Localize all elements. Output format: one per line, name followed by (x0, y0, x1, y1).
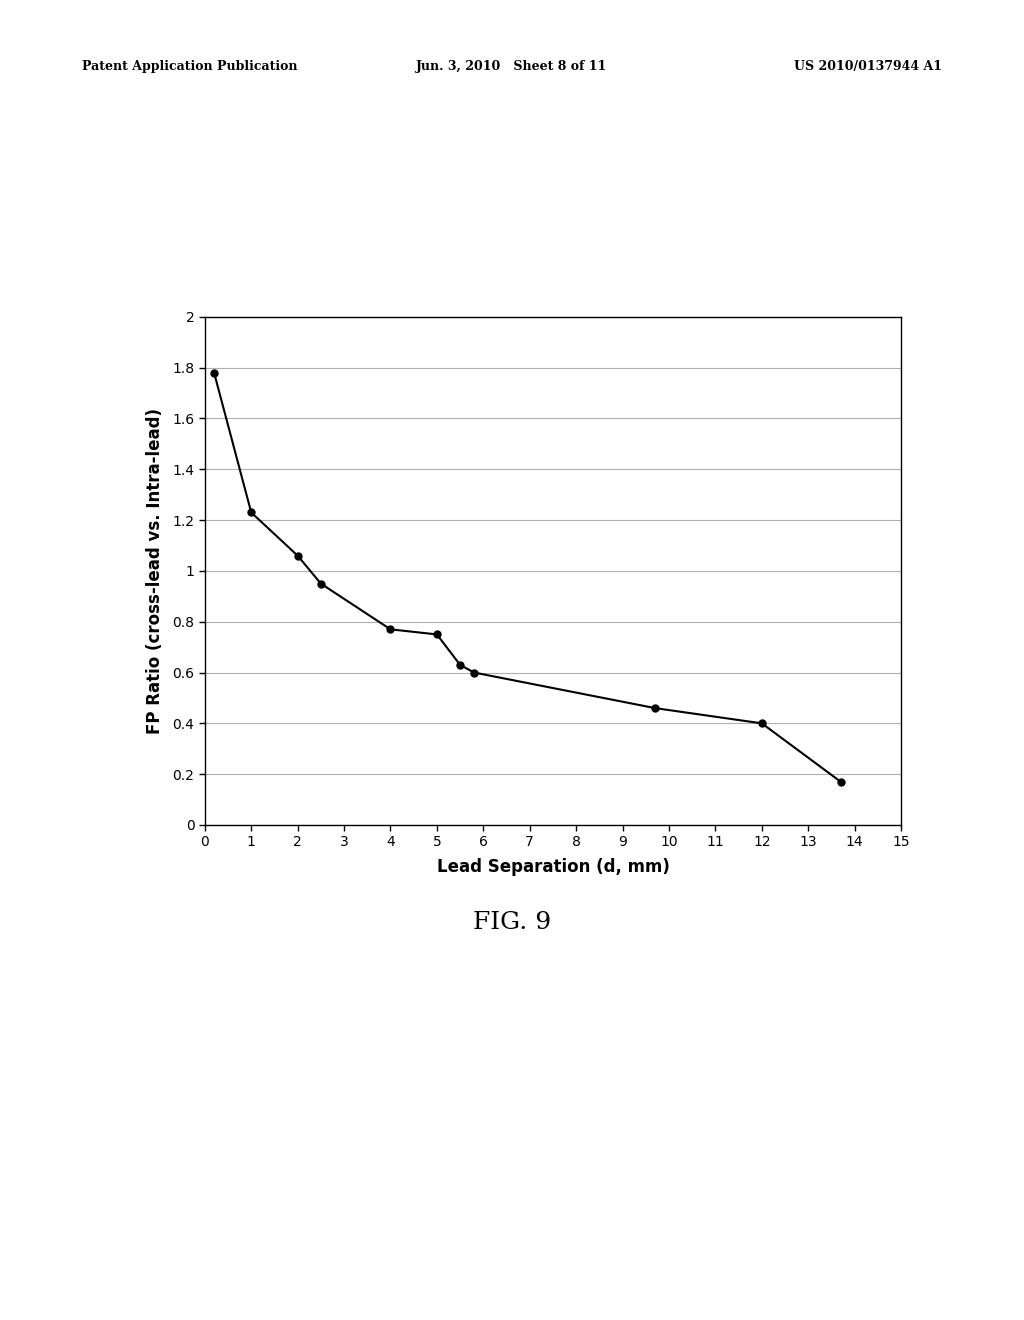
Text: Jun. 3, 2010   Sheet 8 of 11: Jun. 3, 2010 Sheet 8 of 11 (417, 59, 607, 73)
Text: FIG. 9: FIG. 9 (473, 911, 551, 933)
Text: US 2010/0137944 A1: US 2010/0137944 A1 (794, 59, 942, 73)
X-axis label: Lead Separation (d, mm): Lead Separation (d, mm) (436, 858, 670, 875)
Y-axis label: FP Ratio (cross-lead vs. Intra-lead): FP Ratio (cross-lead vs. Intra-lead) (146, 408, 164, 734)
Text: Patent Application Publication: Patent Application Publication (82, 59, 297, 73)
